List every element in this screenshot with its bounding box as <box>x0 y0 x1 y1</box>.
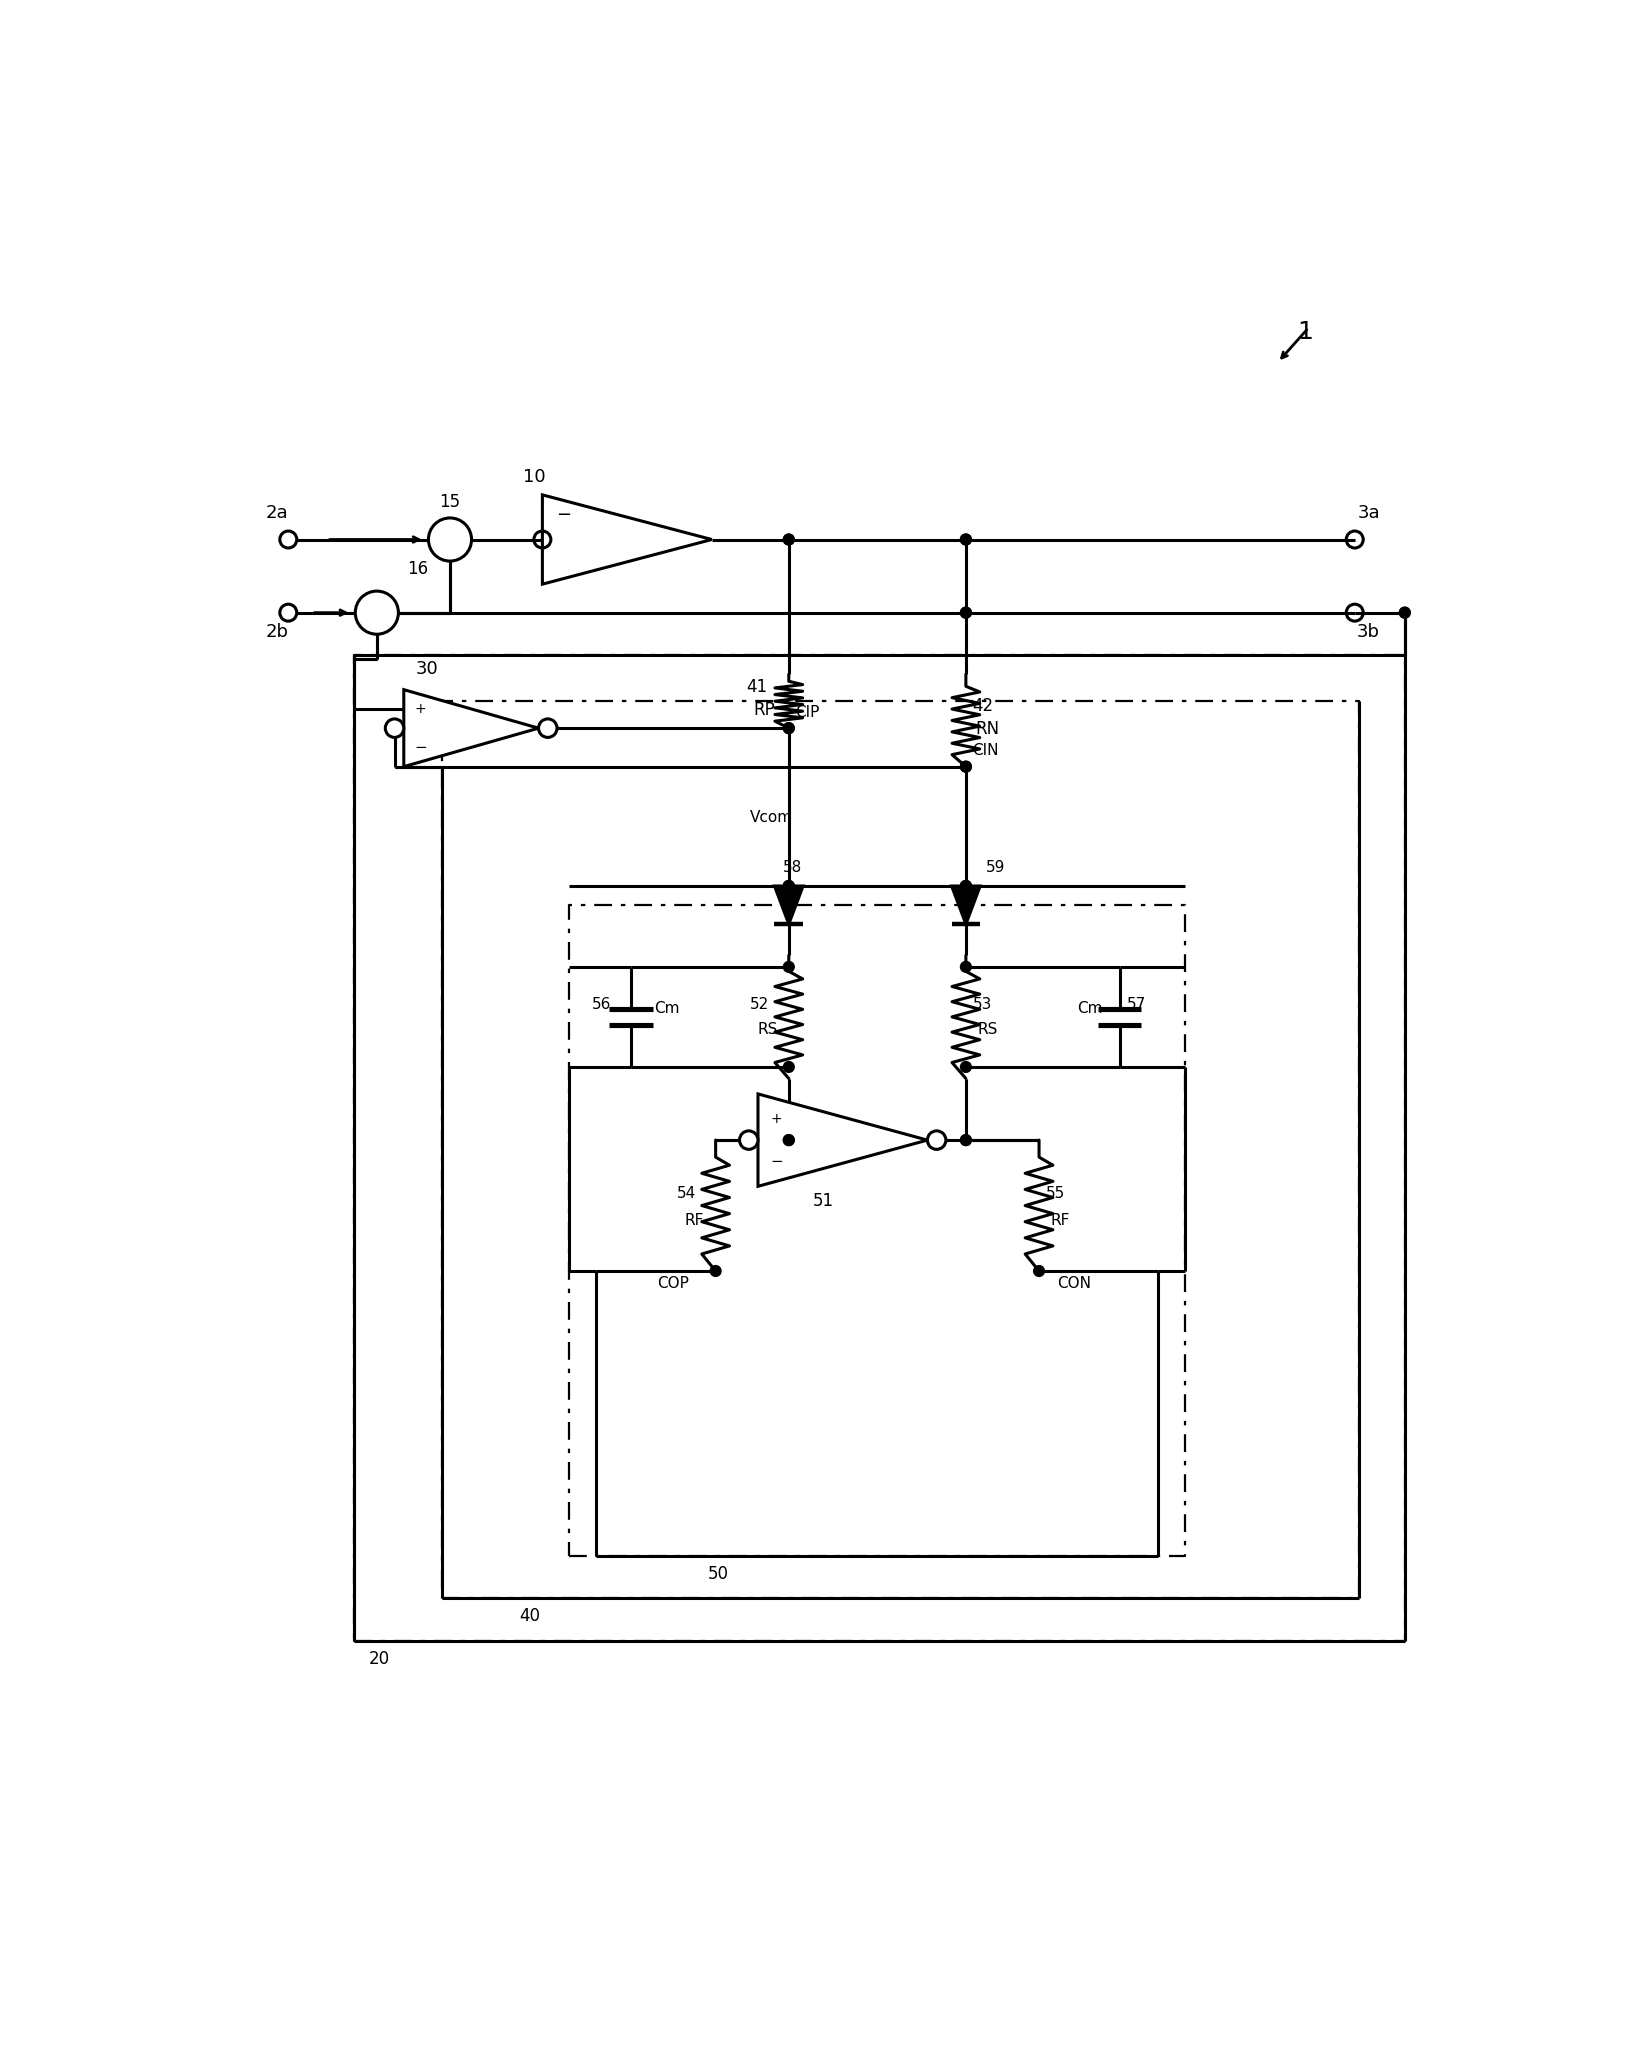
Text: +: + <box>369 596 384 615</box>
Text: −: − <box>369 611 386 630</box>
Text: 50: 50 <box>708 1565 729 1583</box>
Text: CON: CON <box>1056 1276 1090 1290</box>
Text: 56: 56 <box>592 997 612 1011</box>
Circle shape <box>960 1135 971 1146</box>
Text: COP: COP <box>657 1276 690 1290</box>
Text: −: − <box>770 1154 783 1168</box>
Circle shape <box>784 535 794 545</box>
Circle shape <box>960 1135 971 1146</box>
Circle shape <box>960 1061 971 1073</box>
Text: +: + <box>415 702 426 716</box>
Circle shape <box>960 607 971 617</box>
Circle shape <box>784 1061 794 1073</box>
Text: 41: 41 <box>745 677 766 696</box>
Text: Cm: Cm <box>654 1001 680 1015</box>
Polygon shape <box>774 885 804 925</box>
Text: Cm: Cm <box>1077 1001 1103 1015</box>
Circle shape <box>960 881 971 892</box>
Circle shape <box>428 518 472 561</box>
Text: 57: 57 <box>1128 997 1147 1011</box>
Circle shape <box>784 535 794 545</box>
Text: RF: RF <box>685 1214 704 1228</box>
Circle shape <box>960 762 971 772</box>
Text: 30: 30 <box>415 660 438 679</box>
Text: +: + <box>771 1112 783 1125</box>
Circle shape <box>784 962 794 972</box>
Text: Vcom: Vcom <box>750 811 794 826</box>
Text: RN: RN <box>976 720 999 739</box>
Circle shape <box>711 1265 721 1276</box>
Text: 42: 42 <box>973 698 994 716</box>
Circle shape <box>960 881 971 892</box>
Circle shape <box>927 1131 945 1150</box>
Circle shape <box>960 607 971 617</box>
Circle shape <box>386 718 403 737</box>
Circle shape <box>355 590 399 634</box>
Circle shape <box>1399 607 1411 617</box>
Polygon shape <box>952 885 979 925</box>
Text: 20: 20 <box>369 1649 390 1668</box>
Text: 59: 59 <box>986 861 1005 875</box>
Text: 55: 55 <box>1046 1187 1066 1201</box>
Circle shape <box>784 722 794 733</box>
Text: 1: 1 <box>1297 320 1313 343</box>
Text: 10: 10 <box>524 469 547 485</box>
Text: −: − <box>556 506 571 524</box>
Text: 52: 52 <box>750 997 770 1011</box>
Circle shape <box>1033 1265 1045 1276</box>
Text: 3a: 3a <box>1357 504 1380 522</box>
Text: 53: 53 <box>973 997 992 1011</box>
Circle shape <box>784 881 794 892</box>
Circle shape <box>784 1135 794 1146</box>
Circle shape <box>960 881 971 892</box>
Circle shape <box>960 762 971 772</box>
Text: 58: 58 <box>783 861 802 875</box>
Polygon shape <box>542 495 711 584</box>
Text: 2b: 2b <box>265 623 288 642</box>
Text: RS: RS <box>978 1022 997 1036</box>
Circle shape <box>740 1131 758 1150</box>
Text: −: − <box>415 739 428 755</box>
Circle shape <box>539 718 556 737</box>
Circle shape <box>960 535 971 545</box>
Text: RF: RF <box>1051 1214 1071 1228</box>
Polygon shape <box>403 689 539 766</box>
Circle shape <box>1399 607 1411 617</box>
Text: −: − <box>443 539 459 557</box>
Text: 2a: 2a <box>265 504 288 522</box>
Text: 40: 40 <box>519 1608 540 1624</box>
Circle shape <box>960 962 971 972</box>
Text: RS: RS <box>757 1022 778 1036</box>
Text: RP: RP <box>753 702 774 718</box>
Text: 54: 54 <box>677 1187 696 1201</box>
Circle shape <box>784 1135 794 1146</box>
Circle shape <box>784 722 794 733</box>
Circle shape <box>784 881 794 892</box>
Text: CIN: CIN <box>971 743 999 757</box>
Polygon shape <box>758 1094 927 1187</box>
Text: CIP: CIP <box>796 704 820 720</box>
Text: +: + <box>443 524 457 541</box>
Text: 16: 16 <box>407 559 428 578</box>
Text: 3b: 3b <box>1357 623 1380 642</box>
Text: 15: 15 <box>439 493 460 512</box>
Circle shape <box>784 881 794 892</box>
Circle shape <box>960 535 971 545</box>
Text: 51: 51 <box>814 1191 835 1210</box>
